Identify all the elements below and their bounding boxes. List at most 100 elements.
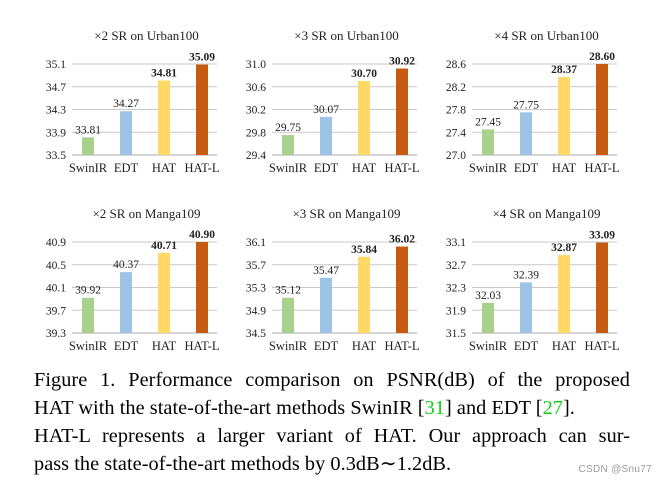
- x-tick-label: HAT: [552, 161, 577, 175]
- x-tick-label: HAT: [152, 161, 177, 175]
- watermark: CSDN @Snu77: [578, 464, 652, 475]
- y-tick-label: 35.1: [46, 59, 66, 71]
- y-tick-label: 35.3: [246, 283, 266, 295]
- bar-swinir: [282, 297, 294, 333]
- caption-text: HAT with the state-of-the-art methods Sw…: [34, 397, 425, 419]
- value-label: 39.92: [75, 285, 101, 297]
- x-tick-label: EDT: [514, 161, 539, 175]
- bar-swinir: [482, 129, 494, 155]
- chart-x3-manga109: ×3 SR on Manga109 34.5 34.9 35.3 35.7 36.1 35.…: [222, 200, 422, 360]
- x-tick-label: EDT: [314, 161, 339, 175]
- caption-line-2: HAT with the state-of-the-art methods Sw…: [34, 394, 634, 422]
- x-tick-label: HAT: [552, 339, 577, 353]
- bar-swinir: [82, 137, 94, 155]
- caption-text: ].: [562, 397, 575, 419]
- y-tick-label: 39.7: [46, 305, 66, 317]
- x-tick-label: SwinIR: [269, 161, 308, 175]
- value-label: 32.03: [475, 290, 501, 302]
- y-tick-label: 31.9: [446, 305, 466, 317]
- chart-title: ×4 SR on Urban100: [494, 28, 598, 43]
- value-label: 34.27: [113, 98, 139, 110]
- x-tick-label: SwinIR: [69, 339, 108, 353]
- value-label: 36.02: [389, 234, 415, 246]
- bar-hat-l: [596, 64, 608, 155]
- bar-hat: [558, 255, 570, 333]
- chart-x2-urban100: ×2 SR on Urban100 33.5 33.9 34.3 34.7 35.1 33.…: [22, 22, 222, 182]
- citation-link-edt[interactable]: 27: [542, 397, 563, 419]
- chart-x4-manga109: ×4 SR on Manga109 31.5 31.9 32.3 32.7 33.1 32.…: [422, 200, 622, 360]
- y-tick-label: 39.3: [46, 328, 66, 340]
- x-tick-label: EDT: [314, 339, 339, 353]
- chart-svg: ×4 SR on Urban100 27.0 27.4 27.8 28.2 28.6 27.…: [446, 28, 620, 175]
- value-label: 30.07: [313, 104, 339, 116]
- bar-hat: [158, 252, 170, 333]
- y-tick-label: 29.4: [246, 150, 266, 162]
- y-tick-label: 27.0: [446, 150, 466, 162]
- y-tick-label: 27.8: [446, 105, 466, 117]
- y-tick-label: 33.9: [46, 127, 66, 139]
- y-tick-label: 28.6: [446, 59, 466, 71]
- value-label: 35.84: [351, 244, 377, 256]
- chart-title: ×3 SR on Manga109: [292, 206, 400, 221]
- caption-line-3: HAT-L represents a larger variant of HAT…: [34, 425, 630, 447]
- value-label: 35.09: [189, 52, 215, 64]
- x-tick-label: EDT: [114, 339, 139, 353]
- chart-svg: ×3 SR on Manga109 34.5 34.9 35.3 35.7 36.1 35.…: [246, 206, 420, 353]
- chart-svg: ×3 SR on Urban100 29.4 29.8 30.2 30.6 31.0 29.…: [246, 28, 420, 175]
- x-tick-label: HAT-L: [585, 339, 620, 353]
- value-label: 32.87: [551, 242, 577, 254]
- bar-hat: [358, 81, 370, 155]
- bar-edt: [120, 111, 132, 155]
- chart-x3-urban100: ×3 SR on Urban100 29.4 29.8 30.2 30.6 31.0 29.…: [222, 22, 422, 182]
- bar-hat-l: [396, 246, 408, 333]
- y-tick-label: 32.3: [446, 283, 466, 295]
- x-tick-label: SwinIR: [469, 339, 508, 353]
- bar-hat: [158, 80, 170, 155]
- value-label: 32.39: [513, 269, 539, 281]
- chart-title: ×4 SR on Manga109: [492, 206, 600, 221]
- value-label: 34.81: [151, 67, 177, 79]
- y-tick-label: 34.7: [46, 82, 66, 94]
- bar-hat: [358, 256, 370, 333]
- value-label: 30.92: [389, 56, 415, 68]
- y-tick-label: 36.1: [246, 237, 266, 249]
- bar-hat: [558, 77, 570, 155]
- x-tick-label: SwinIR: [469, 161, 508, 175]
- y-tick-label: 31.0: [246, 59, 266, 71]
- chart-svg: ×2 SR on Urban100 33.5 33.9 34.3 34.7 35.1 33.…: [46, 28, 220, 175]
- value-label: 29.75: [275, 122, 301, 134]
- chart-x4-urban100: ×4 SR on Urban100 27.0 27.4 27.8 28.2 28.6 27.…: [422, 22, 622, 182]
- bar-edt: [520, 282, 532, 333]
- x-tick-label: HAT-L: [185, 339, 220, 353]
- bar-hat-l: [196, 242, 208, 333]
- chart-title: ×2 SR on Urban100: [94, 28, 198, 43]
- value-label: 28.60: [589, 51, 615, 63]
- value-label: 40.71: [151, 240, 177, 252]
- value-label: 40.37: [113, 259, 139, 271]
- value-label: 35.12: [275, 285, 301, 297]
- y-tick-label: 30.2: [246, 105, 266, 117]
- value-label: 35.47: [313, 265, 339, 277]
- x-tick-label: HAT-L: [585, 161, 620, 175]
- x-tick-label: HAT-L: [185, 161, 220, 175]
- bar-swinir: [482, 302, 494, 333]
- y-tick-label: 34.9: [246, 305, 266, 317]
- x-tick-label: EDT: [114, 161, 139, 175]
- value-label: 27.45: [475, 116, 501, 128]
- x-tick-label: HAT-L: [385, 161, 420, 175]
- value-label: 33.81: [75, 124, 101, 136]
- bar-edt: [120, 272, 132, 333]
- citation-link-swinir[interactable]: 31: [424, 397, 445, 419]
- bar-hat-l: [396, 68, 408, 155]
- bar-edt: [520, 112, 532, 155]
- chart-x2-manga109: ×2 SR on Manga109 39.3 39.7 40.1 40.5 40.9 39.…: [22, 200, 222, 360]
- y-tick-label: 33.5: [46, 150, 66, 162]
- y-tick-label: 30.6: [246, 82, 266, 94]
- chart-svg: ×2 SR on Manga109 39.3 39.7 40.1 40.5 40.9 39.…: [46, 206, 220, 353]
- caption-line-4: pass the state-of-the-art methods by 0.3…: [34, 453, 452, 475]
- y-tick-label: 31.5: [446, 328, 466, 340]
- value-label: 28.37: [551, 64, 577, 76]
- y-tick-label: 40.9: [46, 237, 66, 249]
- bar-swinir: [282, 135, 294, 155]
- bar-edt: [320, 277, 332, 333]
